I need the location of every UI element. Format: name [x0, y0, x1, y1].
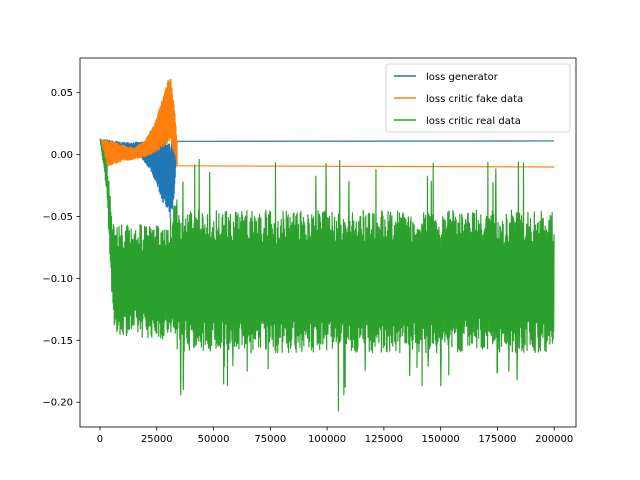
y-tick-label: −0.10 [42, 274, 73, 285]
x-tick-label: 200000 [535, 434, 573, 445]
legend-box [385, 63, 571, 133]
series-line [99, 138, 555, 412]
legend-label: loss generator [426, 72, 499, 83]
legend-label: loss critic fake data [426, 94, 523, 105]
legend-label: loss critic real data [426, 116, 521, 127]
series-3 [99, 138, 555, 412]
x-tick-label: 25000 [141, 434, 173, 445]
x-tick-label: 150000 [422, 434, 460, 445]
y-tick-label: −0.05 [42, 212, 73, 223]
y-axis: 0.05 0.00 −0.05 −0.10 −0.15 −0.20 [42, 88, 80, 409]
x-tick-label: 100000 [308, 434, 346, 445]
x-tick-label: 175000 [478, 434, 516, 445]
x-tick-label: 0 [97, 434, 103, 445]
series-2 [99, 78, 555, 168]
y-tick-label: 0.05 [51, 88, 73, 99]
y-tick-label: 0.00 [51, 150, 73, 161]
series-line [99, 78, 555, 168]
legend: loss generator loss critic fake data loss … [385, 63, 571, 133]
y-tick-label: −0.20 [42, 398, 73, 409]
y-tick-label: −0.15 [42, 336, 73, 347]
x-axis: 0 25000 50000 75000 100000 125000 150000 175000… [97, 427, 573, 445]
x-tick-label: 125000 [365, 434, 403, 445]
x-tick-label: 75000 [254, 434, 286, 445]
x-tick-label: 50000 [198, 434, 230, 445]
plot-frame [79, 57, 577, 428]
series-layer [99, 78, 555, 412]
